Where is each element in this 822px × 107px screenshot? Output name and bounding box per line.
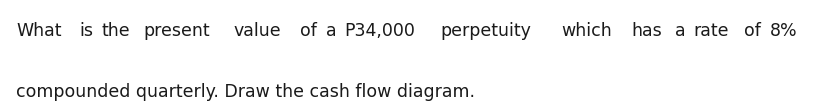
Text: compounded quarterly. Draw the cash flow diagram.: compounded quarterly. Draw the cash flow… [16,83,475,101]
Text: 8%: 8% [770,22,798,40]
Text: the: the [102,22,131,40]
Text: What: What [16,22,62,40]
Text: perpetuity: perpetuity [440,22,531,40]
Text: rate: rate [694,22,729,40]
Text: of: of [744,22,761,40]
Text: which: which [561,22,612,40]
Text: a: a [326,22,336,40]
Text: has: has [631,22,662,40]
Text: P34,000: P34,000 [344,22,415,40]
Text: is: is [79,22,93,40]
Text: value: value [233,22,281,40]
Text: a: a [676,22,686,40]
Text: of: of [299,22,316,40]
Text: present: present [143,22,210,40]
